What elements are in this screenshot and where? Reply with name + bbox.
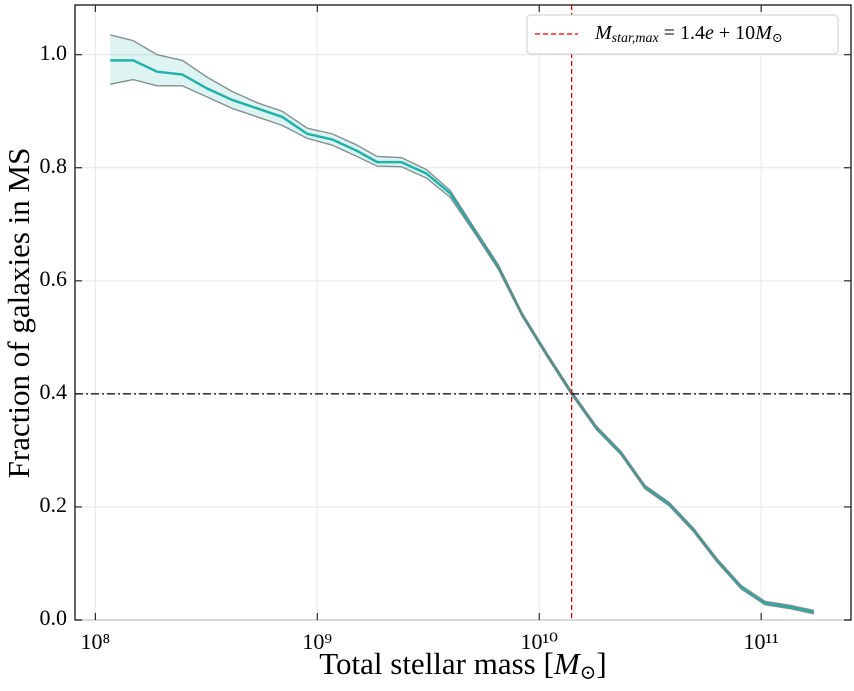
x-axis-label-part: ] — [596, 646, 606, 681]
band-edge — [110, 78, 815, 615]
legend-label-part: = 1.4 — [659, 22, 705, 44]
y-tick-label: 0.4 — [40, 379, 68, 404]
y-tick-label: 0.8 — [40, 153, 68, 178]
line — [110, 59, 815, 614]
x-axis-label-part: Total stellar mass [ — [319, 646, 554, 681]
x-axis-label-part: ⊙ — [580, 662, 597, 684]
legend-label-part: ⊙ — [772, 30, 783, 45]
x-tick-label: 10⁸ — [80, 629, 110, 654]
legend-label-part: e — [705, 22, 714, 44]
legend-label-part: M — [594, 22, 613, 44]
y-tick-label: 0.6 — [40, 266, 68, 291]
y-axis-label: Fraction of galaxies in MS — [1, 148, 36, 479]
legend-box — [526, 14, 839, 55]
plot-frame — [74, 4, 852, 621]
y-tick-label: 0.0 — [40, 605, 68, 630]
band-edge — [110, 34, 815, 612]
x-tick-label: 10⁹ — [302, 629, 332, 654]
legend-label-part: M — [754, 22, 773, 44]
x-axis-label: Total stellar mass [M⊙] — [319, 646, 607, 683]
legend-label-part: star,max — [612, 31, 660, 46]
x-tick-label: 10¹⁰ — [520, 629, 558, 654]
y-tick-label: 0.2 — [40, 492, 68, 517]
y-tick-label: 1.0 — [40, 40, 68, 65]
band-fill — [110, 34, 814, 614]
x-tick-label: 10¹¹ — [744, 629, 779, 654]
legend: Mstar,max = 1.4e + 10M⊙ — [526, 14, 839, 55]
legend-label: Mstar,max = 1.4e + 10M⊙ — [594, 22, 783, 47]
legend-label-part: + 10 — [714, 22, 755, 44]
x-axis-label-part: M — [553, 646, 582, 681]
